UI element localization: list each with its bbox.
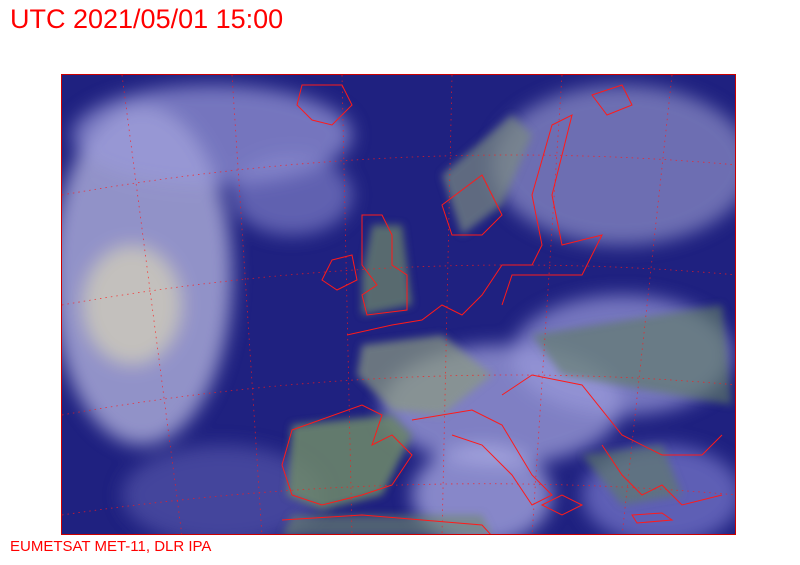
coastline-overlay xyxy=(281,84,723,534)
satellite-map xyxy=(62,75,735,534)
image-credit: EUMETSAT MET-11, DLR IPA xyxy=(10,538,212,555)
satellite-image xyxy=(61,74,736,535)
graticule xyxy=(62,75,735,534)
timestamp-title: UTC 2021/05/01 15:00 xyxy=(10,4,284,34)
land-layer xyxy=(282,115,732,534)
